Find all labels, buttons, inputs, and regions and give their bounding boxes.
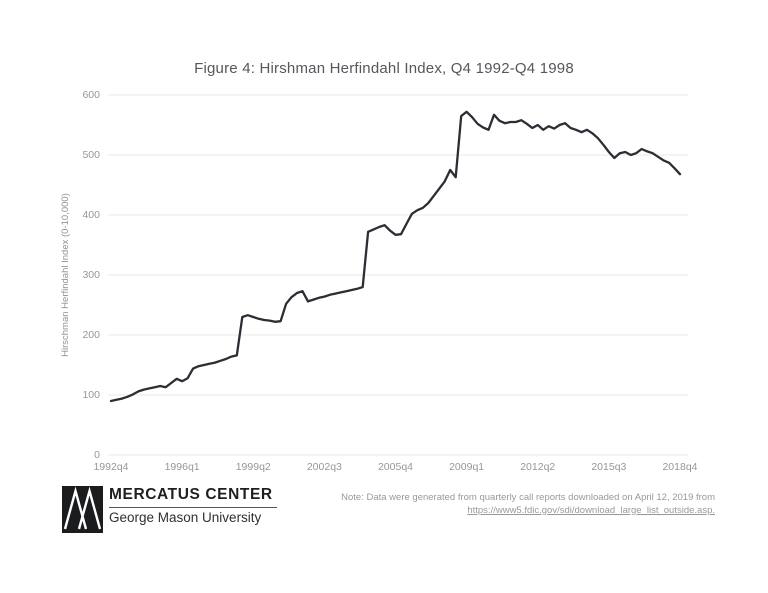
org-subtitle: George Mason University (109, 510, 262, 525)
x-tick-label: 2012q2 (520, 461, 556, 473)
y-tick-label: 600 (82, 89, 100, 101)
x-tick-label: 1992q4 (93, 461, 129, 473)
x-tick-label: 2018q4 (662, 461, 698, 473)
x-tick-label: 1999q2 (235, 461, 271, 473)
logo-text-block: MERCATUS CENTER George Mason University (109, 486, 289, 525)
y-tick-label: 200 (82, 329, 100, 341)
source-note: Note: Data were generated from quarterly… (295, 492, 715, 517)
mercatus-logo-icon (62, 486, 103, 533)
hhi-series-line (109, 110, 682, 403)
y-tick-label: 500 (82, 149, 100, 161)
note-text: Note: Data were generated from quarterly… (341, 492, 715, 503)
y-tick-label: 300 (82, 269, 100, 281)
y-tick-label: 100 (82, 389, 100, 401)
x-tick-label: 2009q1 (449, 461, 485, 473)
y-tick-label: 0 (94, 449, 100, 461)
note-source-link[interactable]: https://www5.fdic.gov/sdi/download_large… (467, 504, 715, 516)
y-tick-label: 400 (82, 209, 100, 221)
x-tick-label: 1996q1 (164, 461, 200, 473)
x-tick-label: 2005q4 (377, 461, 414, 473)
org-divider (109, 507, 277, 508)
org-name: MERCATUS CENTER (109, 486, 273, 503)
chart-title: Figure 4: Hirshman Herfindahl Index, Q4 … (194, 60, 574, 77)
x-tick-label: 2002q3 (306, 461, 342, 473)
x-tick-label: 2015q3 (591, 461, 627, 473)
footer: MERCATUS CENTER George Mason University … (0, 484, 768, 544)
